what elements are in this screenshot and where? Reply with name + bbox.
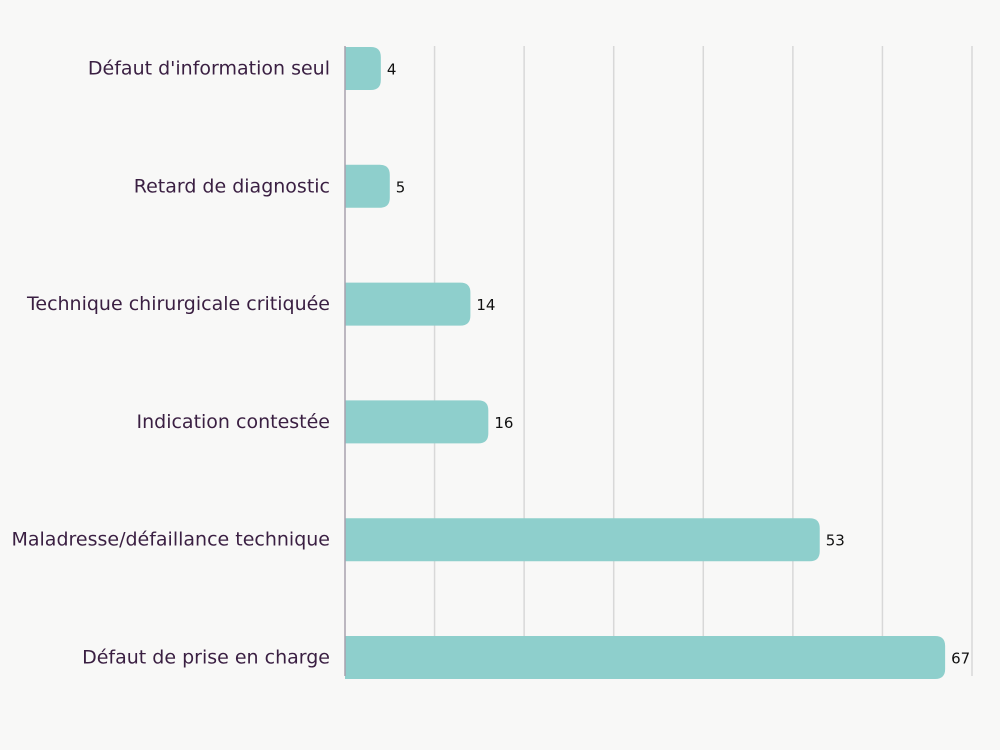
category-label: Technique chirurgicale critiquée xyxy=(26,293,330,315)
bar xyxy=(345,47,381,90)
bar xyxy=(345,636,946,679)
value-labels: 4 5 14 16 53 67 xyxy=(387,61,970,668)
value-label: 16 xyxy=(494,414,513,432)
gridlines xyxy=(433,46,973,676)
value-label: 5 xyxy=(396,178,406,196)
category-label: Indication contestée xyxy=(137,411,331,433)
value-label: 53 xyxy=(826,532,845,550)
value-label: 4 xyxy=(387,61,397,79)
category-label: Maladresse/défaillance technique xyxy=(11,529,330,551)
value-label: 14 xyxy=(476,296,495,314)
category-label: Défaut d'information seul xyxy=(88,58,330,80)
bars xyxy=(345,47,946,679)
bar xyxy=(345,164,390,208)
bar xyxy=(345,518,820,562)
category-label: Défaut de prise en charge xyxy=(82,647,330,669)
category-labels: Défaut d'information seul Retard de diagn… xyxy=(11,58,330,669)
bar xyxy=(345,400,489,444)
value-label: 67 xyxy=(951,650,970,668)
bar xyxy=(345,282,471,326)
category-label: Retard de diagnostic xyxy=(134,175,330,197)
